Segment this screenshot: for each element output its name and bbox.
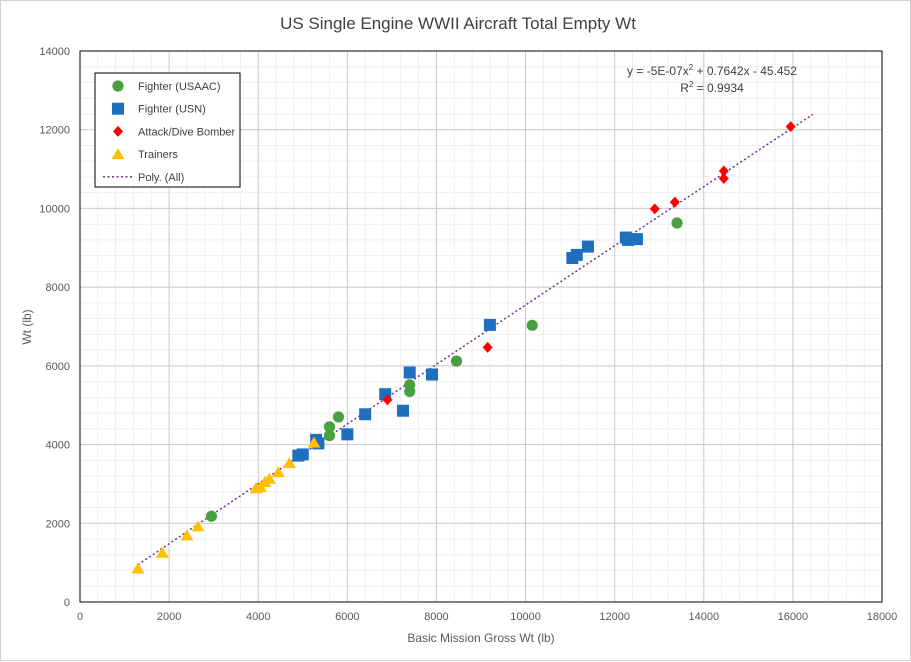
legend-label: Fighter (USAAC) bbox=[138, 81, 221, 93]
data-point bbox=[425, 368, 438, 381]
x-tick-label: 8000 bbox=[424, 611, 448, 623]
data-point bbox=[359, 408, 372, 421]
data-point bbox=[669, 196, 680, 208]
data-point bbox=[581, 240, 594, 253]
equation-line-1: y = -5E-07x2 + 0.7642x - 45.452 bbox=[627, 63, 797, 78]
trendline-equation: y = -5E-07x2 + 0.7642x - 45.452 R2 = 0.9… bbox=[627, 63, 797, 95]
data-point bbox=[282, 457, 296, 469]
data-point bbox=[180, 529, 194, 541]
x-tick-label: 18000 bbox=[867, 611, 898, 623]
data-point bbox=[630, 233, 643, 246]
y-axis-ticks: 0 2000 4000 6000 8000 10000 12000 14000 bbox=[39, 46, 70, 609]
x-axis-title: Basic Mission Gross Wt (lb) bbox=[407, 631, 554, 645]
data-point bbox=[482, 341, 493, 353]
legend-marker bbox=[111, 148, 125, 160]
series-fighter-usaac bbox=[205, 217, 683, 522]
legend: Fighter (USAAC) Fighter (USN) Attack/Dive … bbox=[94, 72, 241, 188]
y-tick-label: 12000 bbox=[39, 125, 70, 137]
x-axis-ticks: 0 2000 4000 6000 8000 10000 12000 14000 16000 180… bbox=[77, 611, 897, 623]
y-tick-label: 8000 bbox=[46, 282, 70, 294]
data-point bbox=[450, 355, 463, 367]
x-tick-label: 10000 bbox=[510, 611, 541, 623]
y-tick-label: 4000 bbox=[46, 440, 70, 452]
legend-label: Poly. (All) bbox=[138, 172, 184, 184]
data-point bbox=[718, 173, 729, 185]
data-point bbox=[718, 165, 729, 177]
data-point bbox=[191, 520, 205, 532]
x-tick-label: 2000 bbox=[157, 611, 181, 623]
data-point bbox=[397, 404, 410, 417]
x-tick-label: 14000 bbox=[688, 611, 719, 623]
legend-marker bbox=[112, 102, 124, 115]
data-point bbox=[483, 318, 496, 331]
y-axis-title: Wt (lb) bbox=[20, 309, 34, 344]
y-tick-label: 2000 bbox=[46, 518, 70, 530]
data-point bbox=[341, 428, 354, 441]
data-point bbox=[404, 379, 416, 391]
data-point bbox=[332, 411, 345, 423]
data-point bbox=[570, 248, 583, 261]
data-point bbox=[403, 366, 416, 379]
y-tick-label: 0 bbox=[64, 597, 70, 609]
data-point bbox=[671, 217, 683, 229]
data-point bbox=[323, 421, 336, 433]
y-tick-label: 10000 bbox=[39, 203, 70, 215]
data-point bbox=[649, 203, 660, 215]
data-point bbox=[382, 394, 393, 406]
equation-line-2: R2 = 0.9934 bbox=[680, 80, 744, 95]
legend-label: Trainers bbox=[138, 149, 178, 161]
x-tick-label: 4000 bbox=[246, 611, 270, 623]
chart-title: US Single Engine WWII Aircraft Total Emp… bbox=[280, 14, 636, 33]
data-point bbox=[307, 436, 321, 448]
data-point bbox=[271, 466, 285, 478]
data-point bbox=[131, 562, 145, 574]
legend-label: Fighter (USN) bbox=[138, 104, 206, 116]
data-point bbox=[323, 429, 336, 442]
data-point bbox=[262, 472, 276, 484]
plot-area bbox=[79, 50, 883, 603]
data-point bbox=[785, 121, 796, 133]
data-point bbox=[155, 546, 169, 558]
data-points bbox=[131, 121, 796, 574]
data-point bbox=[296, 448, 309, 461]
legend-label: Attack/Dive Bomber bbox=[138, 126, 236, 138]
x-tick-label: 16000 bbox=[778, 611, 809, 623]
x-tick-label: 0 bbox=[77, 611, 83, 623]
series-fighter-usn bbox=[292, 231, 643, 462]
x-tick-label: 12000 bbox=[599, 611, 630, 623]
y-tick-label: 14000 bbox=[39, 46, 70, 58]
legend-marker bbox=[112, 80, 124, 92]
series-attack-dive-bomber bbox=[382, 121, 796, 406]
y-tick-label: 6000 bbox=[46, 361, 70, 373]
data-point bbox=[205, 510, 218, 522]
trendline-poly-all bbox=[137, 113, 814, 566]
data-point bbox=[526, 319, 538, 331]
series-trainers bbox=[131, 436, 321, 574]
x-tick-label: 6000 bbox=[335, 611, 359, 623]
